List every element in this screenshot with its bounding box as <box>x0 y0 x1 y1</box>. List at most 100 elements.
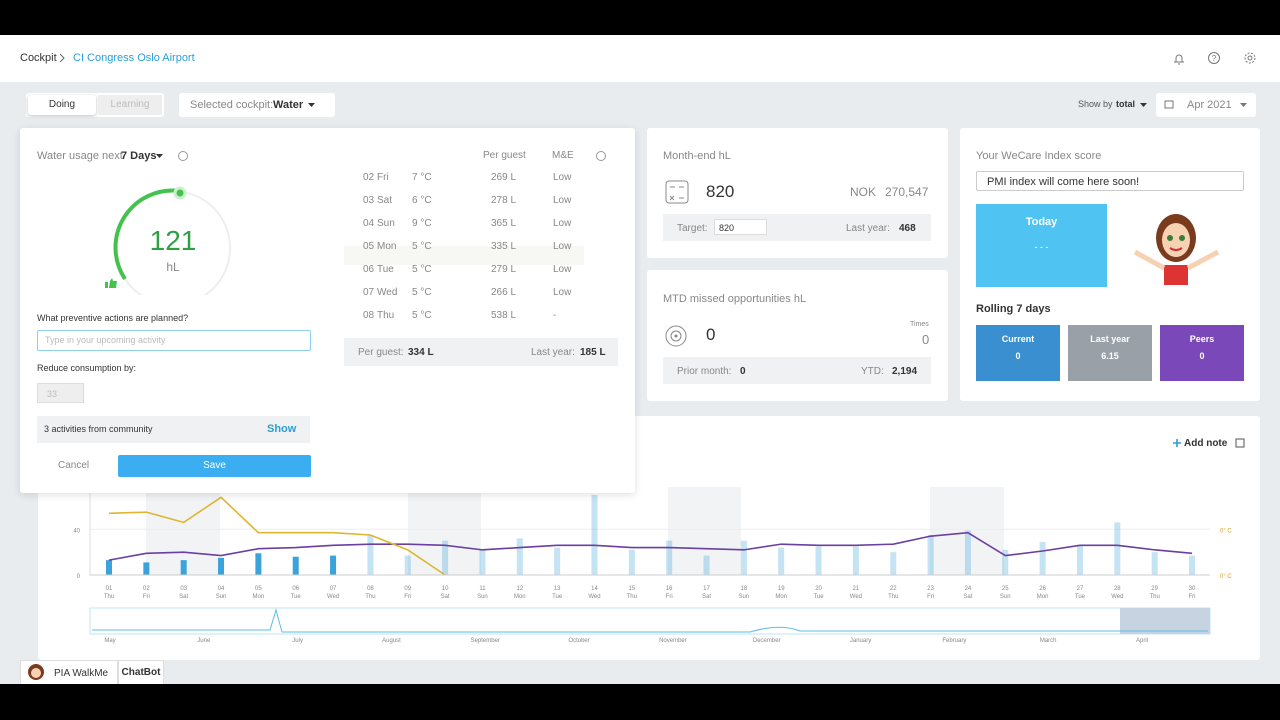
row-me: Low <box>553 241 572 252</box>
x-tick-label: 15 <box>628 586 635 592</box>
x-weekday: Wed <box>588 594 600 600</box>
card-footer <box>663 357 931 384</box>
row-per-guest: 278 L <box>491 195 517 206</box>
caret <box>1140 103 1147 107</box>
export-icon[interactable] <box>1235 438 1245 448</box>
x-weekday: Thu <box>888 594 898 600</box>
y-tick-label: 0 <box>77 574 81 580</box>
x-tick-label: 03 <box>180 586 187 592</box>
x-weekday: Tue <box>552 594 563 600</box>
add-note[interactable]: Add note <box>1184 438 1228 449</box>
x-weekday: Sun <box>216 594 227 600</box>
x-tick-label: 23 <box>927 586 934 592</box>
row-per-guest: 266 L <box>491 287 517 298</box>
header <box>0 35 1280 82</box>
bar <box>367 535 374 575</box>
chatbot-button[interactable]: ChatBot <box>118 660 164 684</box>
bar <box>740 540 747 575</box>
bar <box>554 547 561 575</box>
times-label: Times <box>910 321 929 328</box>
bar <box>852 546 859 575</box>
row-date: 03 <box>363 195 375 206</box>
gauge-unit: hL <box>166 260 180 274</box>
y2-label: 0° C <box>1220 574 1232 580</box>
bar <box>479 549 486 575</box>
cancel-button[interactable]: Cancel <box>58 460 90 471</box>
x-tick-label: 22 <box>890 586 897 592</box>
bar <box>591 495 598 575</box>
calc-icon <box>665 180 689 204</box>
today-tile <box>976 204 1107 287</box>
row-me: Low <box>553 264 572 275</box>
footer-label: Last year: <box>531 347 575 358</box>
month-label: September <box>471 638 500 644</box>
row-me: Low <box>553 195 572 206</box>
last-year-label: Last year: <box>846 223 890 234</box>
score-tile <box>1160 325 1244 381</box>
activity-input[interactable] <box>37 330 311 351</box>
bar <box>255 553 262 575</box>
row-temp: 5 °C <box>412 310 432 321</box>
period-select[interactable]: 7 Days <box>121 150 157 162</box>
tile-value: 0 <box>1199 351 1205 361</box>
x-weekday: Fri <box>1189 594 1196 600</box>
row-per-guest: 365 L <box>491 218 517 229</box>
line <box>108 531 1193 561</box>
help-icon[interactable] <box>595 150 607 162</box>
week-band <box>930 487 1004 575</box>
reduce-input[interactable]: 33 <box>37 383 84 403</box>
ytd-label: YTD: <box>861 366 884 377</box>
x-weekday: Mon <box>253 594 265 600</box>
bar <box>330 555 337 575</box>
avatar <box>1133 214 1220 285</box>
community-box <box>37 416 310 443</box>
bar <box>1039 541 1046 575</box>
card-footer <box>663 214 931 241</box>
row-temp: 7 °C <box>412 172 432 183</box>
breadcrumb-current[interactable]: CI Congress Oslo Airport <box>73 52 195 64</box>
breadcrumb-root[interactable]: Cockpit <box>20 52 57 64</box>
prior-value: 0 <box>740 366 746 377</box>
x-tick-label: 25 <box>1002 586 1009 592</box>
x-weekday: Thu <box>1149 594 1159 600</box>
row-per-guest: 335 L <box>491 241 517 252</box>
y-tick-label: 40 <box>73 528 80 534</box>
x-tick-label: 07 <box>330 586 337 592</box>
caret <box>1240 103 1247 107</box>
x-weekday: Sat <box>963 594 972 600</box>
bar <box>442 540 449 575</box>
tab-doing[interactable]: Doing <box>28 95 96 115</box>
week-band <box>668 487 741 575</box>
month-label: April <box>1136 638 1148 644</box>
month-value[interactable]: Apr 2021 <box>1187 99 1232 111</box>
forecast-footer <box>344 338 618 366</box>
x-weekday: Sat <box>179 594 188 600</box>
target-input[interactable]: 820 <box>714 219 767 235</box>
tile-label: Last year <box>1090 334 1130 344</box>
x-tick-label: 05 <box>255 586 262 592</box>
cockpit-value[interactable]: Water <box>273 99 304 111</box>
bar <box>1114 522 1121 575</box>
today-label: Today <box>1025 216 1058 228</box>
show-button[interactable]: Show <box>267 423 297 435</box>
card-title: MTD missed opportunities hL <box>663 293 807 305</box>
x-tick-label: 28 <box>1114 586 1121 592</box>
header-icons[interactable]: ? <box>1170 51 1260 67</box>
plus-icon <box>1173 439 1181 447</box>
score-tile <box>976 325 1060 381</box>
x-tick-label: 19 <box>778 586 785 592</box>
timeline-line <box>92 608 1208 633</box>
wecare-message: PMI index will come here soon! <box>976 171 1244 191</box>
x-weekday: Sun <box>739 594 750 600</box>
month-label: December <box>753 638 781 644</box>
row-date: 05 <box>363 241 375 252</box>
cockpit-select[interactable] <box>179 93 335 117</box>
row-day: Mon <box>377 241 397 252</box>
row-temp: 5 °C <box>412 287 432 298</box>
save-button[interactable]: Save <box>118 455 311 477</box>
tab-learning[interactable]: Learning <box>98 95 162 115</box>
row-date: 04 <box>363 218 375 229</box>
help-icon[interactable] <box>177 150 189 162</box>
show-by-value[interactable]: total <box>1116 99 1135 109</box>
month-label: August <box>382 638 401 644</box>
